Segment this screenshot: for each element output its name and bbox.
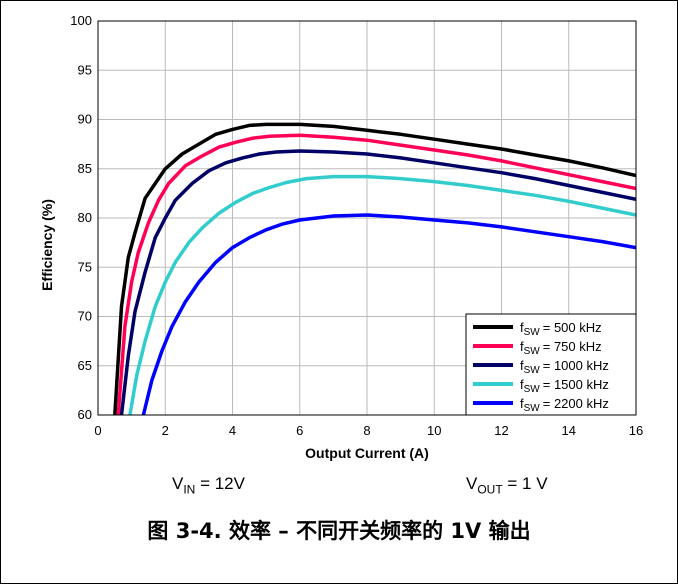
series-line-4 bbox=[141, 213, 637, 416]
y-tick-label: 100 bbox=[70, 13, 92, 28]
y-axis-title: Efficiency (%) bbox=[39, 199, 55, 291]
legend-label: fSW = 2200 kHz bbox=[520, 396, 609, 414]
x-tick-label: 16 bbox=[629, 423, 643, 438]
y-tick-label: 65 bbox=[78, 358, 92, 373]
x-tick-label: 2 bbox=[162, 423, 169, 438]
x-tick-label: 8 bbox=[363, 423, 370, 438]
efficiency-chart: 60 65 70 75 80 85 90 95 100 0 2 4 6 8 10 12 14 16 Effici… bbox=[39, 13, 643, 461]
series-line-2 bbox=[119, 149, 637, 416]
vout-condition: VOUT = 1 V bbox=[466, 474, 548, 497]
series-line-3 bbox=[128, 174, 637, 416]
y-tick-label: 70 bbox=[78, 309, 92, 324]
plot-border bbox=[97, 20, 637, 416]
y-tick-label: 60 bbox=[78, 407, 92, 422]
y-tick-label: 80 bbox=[78, 210, 92, 225]
series-line-1 bbox=[116, 133, 637, 416]
x-axis-ticks: 0 2 4 6 8 10 12 14 16 bbox=[94, 423, 643, 438]
series-line-0 bbox=[113, 122, 637, 416]
x-tick-label: 4 bbox=[229, 423, 236, 438]
y-axis-ticks: 60 65 70 75 80 85 90 95 100 bbox=[70, 13, 92, 422]
x-tick-label: 14 bbox=[562, 423, 576, 438]
vin-condition: VIN = 12V bbox=[172, 474, 245, 497]
y-tick-label: 75 bbox=[78, 259, 92, 274]
chart-series bbox=[113, 122, 637, 416]
y-tick-label: 85 bbox=[78, 161, 92, 176]
legend-label: fSW = 1500 kHz bbox=[520, 377, 609, 395]
legend-label: fSW = 750 kHz bbox=[520, 339, 602, 357]
y-tick-label: 90 bbox=[78, 112, 92, 127]
figure-caption: 图 3-4. 效率 – 不同开关频率的 1V 输出 bbox=[147, 519, 531, 543]
legend-label: fSW = 1000 kHz bbox=[520, 358, 609, 376]
x-tick-label: 6 bbox=[296, 423, 303, 438]
x-tick-label: 10 bbox=[427, 423, 441, 438]
x-axis-title: Output Current (A) bbox=[305, 445, 429, 461]
legend-label: fSW = 500 kHz bbox=[520, 320, 602, 338]
x-tick-label: 12 bbox=[494, 423, 508, 438]
x-tick-label: 0 bbox=[94, 423, 101, 438]
y-tick-label: 95 bbox=[78, 62, 92, 77]
